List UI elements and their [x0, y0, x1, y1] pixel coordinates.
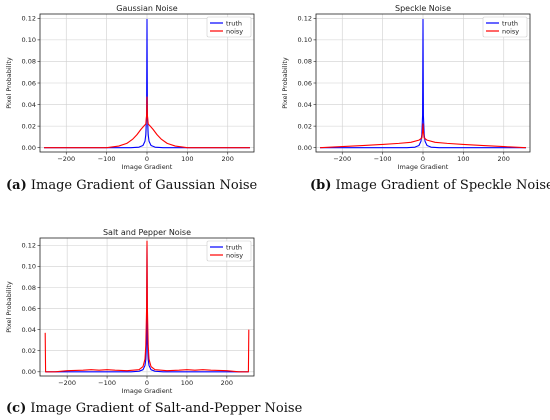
series-line-noisy — [320, 123, 526, 149]
x-tick-label: −100 — [374, 155, 392, 163]
chart-title: Salt and Pepper Noise — [103, 228, 191, 237]
y-tick-label: 0.08 — [298, 58, 312, 66]
chart-svg-salt-pepper: Salt and Pepper Noise −200 −100 0 100 200 0.00… — [5, 228, 255, 395]
x-tick-label: 0 — [145, 379, 149, 387]
y-tick-label: 0.08 — [22, 284, 36, 292]
legend-box — [206, 16, 252, 38]
caption-b: (b) Image Gradient of Speckle Noise — [310, 178, 550, 193]
y-tick-label: 0.08 — [22, 58, 36, 66]
y-tick-label: 0.10 — [22, 263, 36, 271]
caption-c: (c) Image Gradient of Salt-and-Pepper No… — [6, 401, 302, 416]
y-tick-label: 0.04 — [22, 101, 36, 109]
series-line-truth — [44, 18, 250, 149]
x-axis-label: Image Gradient — [398, 163, 449, 171]
chart-svg-gaussian: Gaussian Noise −200 −100 0 100 200 0.00 0.02 0.0… — [5, 4, 255, 171]
x-tick-label: 100 — [181, 379, 193, 387]
legend-label-noisy: noisy — [226, 251, 243, 259]
chart-salt-pepper-noise: Salt and Pepper Noise −200 −100 0 100 200 0.00… — [4, 226, 262, 398]
caption-b-text: Image Gradient of Speckle Noise — [335, 178, 550, 193]
x-tick-label: 0 — [421, 155, 425, 163]
caption-c-label: (c) — [6, 401, 27, 416]
legend-label-truth: truth — [226, 243, 242, 251]
y-tick-label: 0.02 — [22, 122, 36, 130]
series-line-noisy — [44, 96, 250, 149]
chart-gaussian-noise: Gaussian Noise −200 −100 0 100 200 0.00 0.02 0.0… — [4, 2, 262, 174]
series-line-truth — [320, 18, 526, 149]
x-tick-label: −100 — [98, 379, 116, 387]
x-tick-label: 200 — [222, 155, 234, 163]
y-tick-label: 0.12 — [22, 242, 36, 250]
caption-a-text: Image Gradient of Gaussian Noise — [30, 178, 258, 193]
legend-box — [482, 16, 528, 38]
y-tick-label: 0.12 — [298, 15, 312, 23]
x-tick-label: 100 — [181, 155, 193, 163]
chart-svg-speckle: Speckle Noise −200 −100 0 100 200 0.00 0.02 0.04… — [281, 4, 531, 171]
legend-label-noisy: noisy — [502, 27, 519, 35]
chart-title: Speckle Noise — [395, 4, 451, 13]
y-axis-label: Pixel Probability — [281, 57, 289, 109]
y-tick-label: 0.10 — [298, 36, 312, 44]
caption-c-text: Image Gradient of Salt-and-Pepper Noise — [30, 401, 303, 416]
y-tick-label: 0.00 — [22, 144, 36, 152]
x-axis-label: Image Gradient — [122, 163, 173, 171]
y-tick-label: 0.02 — [298, 122, 312, 130]
y-tick-label: 0.06 — [22, 79, 36, 87]
chart-speckle-noise: Speckle Noise −200 −100 0 100 200 0.00 0.02 0.04… — [280, 2, 538, 174]
caption-a: (a) Image Gradient of Gaussian Noise — [6, 178, 257, 193]
y-tick-label: 0.00 — [298, 144, 312, 152]
x-tick-label: 0 — [145, 155, 149, 163]
caption-b-label: (b) — [310, 178, 332, 193]
y-tick-label: 0.04 — [298, 101, 312, 109]
legend-box — [206, 240, 252, 262]
legend-label-truth: truth — [226, 19, 242, 27]
chart-title: Gaussian Noise — [116, 4, 178, 13]
legend-label-truth: truth — [502, 19, 518, 27]
x-tick-label: −100 — [98, 155, 116, 163]
x-tick-label: 200 — [498, 155, 510, 163]
y-tick-label: 0.06 — [22, 305, 36, 313]
y-axis-label: Pixel Probability — [5, 57, 13, 109]
x-tick-label: −200 — [58, 379, 76, 387]
caption-a-label: (a) — [6, 178, 27, 193]
y-tick-label: 0.02 — [22, 347, 36, 355]
legend-label-noisy: noisy — [226, 27, 243, 35]
series-line-noisy — [44, 240, 250, 373]
y-tick-label: 0.04 — [22, 326, 36, 334]
y-tick-label: 0.10 — [22, 36, 36, 44]
y-tick-label: 0.06 — [298, 79, 312, 87]
x-tick-label: −200 — [57, 155, 75, 163]
x-tick-label: −200 — [333, 155, 351, 163]
x-axis-label: Image Gradient — [122, 387, 173, 395]
y-tick-label: 0.00 — [22, 368, 36, 376]
y-axis-label: Pixel Probability — [5, 281, 13, 333]
x-tick-label: 100 — [457, 155, 469, 163]
y-tick-label: 0.12 — [22, 15, 36, 23]
x-tick-label: 200 — [221, 379, 233, 387]
